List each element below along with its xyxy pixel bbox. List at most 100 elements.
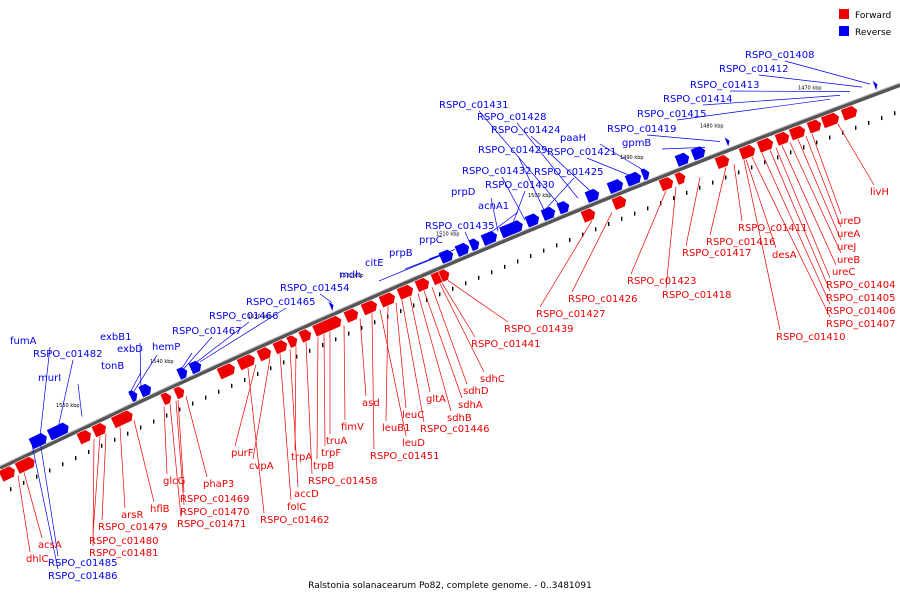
reverse-gene-arrow[interactable] <box>523 212 542 229</box>
scale-minor-tick <box>36 474 38 479</box>
forward-gene-arrow[interactable] <box>755 136 775 154</box>
scale-minor-tick <box>790 150 792 155</box>
forward-gene-label: RSPO_c01469 <box>180 494 250 505</box>
scale-minor-tick <box>114 437 116 442</box>
reverse-gene-arrow[interactable] <box>871 79 880 93</box>
forward-leader-line <box>431 287 468 385</box>
reverse-gene-label: prpD <box>451 187 476 198</box>
scale-minor-tick <box>127 431 129 436</box>
forward-gene-arrow[interactable] <box>657 175 675 192</box>
scale-minor-tick <box>829 135 831 140</box>
reverse-gene-arrow[interactable] <box>187 359 204 376</box>
reverse-leader-line <box>516 122 579 199</box>
forward-gene-label: RSPO_c01480 <box>89 536 159 547</box>
forward-gene-label: accD <box>294 489 319 500</box>
forward-gene-arrow[interactable] <box>773 130 791 147</box>
forward-gene-label: RSPO_c01470 <box>180 507 250 518</box>
forward-gene-label: RSPO_c01481 <box>89 548 159 559</box>
reverse-gene-arrow[interactable] <box>623 170 643 188</box>
forward-gene-arrow[interactable] <box>0 464 18 483</box>
reverse-gene-arrow[interactable] <box>46 421 71 442</box>
forward-gene-arrow[interactable] <box>579 207 597 224</box>
forward-gene-label: sdhA <box>458 400 483 411</box>
reverse-gene-label: paaH <box>560 133 586 144</box>
scale-minor-tick <box>400 309 402 314</box>
forward-gene-arrow[interactable] <box>75 428 94 446</box>
forward-gene-arrow[interactable] <box>820 111 841 129</box>
forward-gene-arrow[interactable] <box>437 267 452 283</box>
forward-leader-line <box>163 406 168 475</box>
scale-minor-tick <box>88 449 90 454</box>
forward-leader-line <box>23 472 43 539</box>
reverse-gene-arrow[interactable] <box>327 299 336 313</box>
forward-gene-arrow[interactable] <box>271 338 290 355</box>
reverse-gene-arrow[interactable] <box>689 145 707 162</box>
reverse-gene-label: RSPO_c01428 <box>477 112 547 123</box>
scale-minor-tick <box>751 165 753 170</box>
reverse-gene-arrow[interactable] <box>639 167 652 182</box>
forward-gene-arrow[interactable] <box>805 118 823 135</box>
forward-gene-arrow[interactable] <box>787 124 807 142</box>
reverse-leader-line <box>490 197 499 232</box>
forward-gene-arrow[interactable] <box>377 291 397 309</box>
scale-minor-tick <box>296 354 298 359</box>
forward-gene-arrow[interactable] <box>737 143 757 161</box>
forward-gene-arrow[interactable] <box>172 385 187 400</box>
reverse-gene-arrow[interactable] <box>673 151 691 168</box>
forward-gene-arrow[interactable] <box>610 194 628 211</box>
scale-minor-tick <box>686 190 688 195</box>
reverse-gene-arrow[interactable] <box>437 248 456 265</box>
forward-gene-arrow[interactable] <box>359 298 379 317</box>
forward-leader-line <box>709 167 727 236</box>
reverse-leader-line <box>511 190 526 226</box>
scale-minor-tick <box>140 425 142 430</box>
forward-gene-arrow[interactable] <box>713 153 731 170</box>
reverse-gene-arrow[interactable] <box>555 199 572 216</box>
forward-gene-arrow[interactable] <box>413 276 432 293</box>
forward-leader-line <box>797 139 842 241</box>
forward-gene-arrow[interactable] <box>90 421 109 439</box>
forward-leader-line <box>775 147 831 279</box>
forward-gene-arrow[interactable] <box>235 352 257 372</box>
reverse-gene-arrow[interactable] <box>137 382 154 399</box>
forward-gene-arrow[interactable] <box>255 345 274 363</box>
reverse-gene-arrow[interactable] <box>723 135 732 149</box>
reverse-gene-arrow[interactable] <box>453 241 472 258</box>
forward-leader-line <box>385 306 389 422</box>
forward-gene-label: ureA <box>837 229 860 240</box>
forward-gene-arrow[interactable] <box>285 333 300 349</box>
reverse-leader-line <box>139 342 142 390</box>
forward-gene-arrow[interactable] <box>840 104 859 122</box>
reverse-gene-arrow[interactable] <box>467 237 482 252</box>
reverse-gene-label: RSPO_c01435 <box>425 221 495 232</box>
scale-tick-label: 1520 kbp <box>340 273 364 279</box>
scale-minor-tick <box>10 487 12 492</box>
scale-minor-tick <box>608 222 610 227</box>
forward-gene-label: sdhD <box>463 386 489 397</box>
forward-gene-arrow[interactable] <box>297 327 314 344</box>
forward-gene-label: RSPO_c01458 <box>308 476 378 487</box>
forward-gene-label: RSPO_c01417 <box>682 248 752 259</box>
forward-leader-line <box>316 336 319 460</box>
reverse-leader-line <box>57 359 74 429</box>
forward-gene-label: leuD <box>402 438 425 449</box>
forward-gene-label: RSPO_c01410 <box>776 332 846 343</box>
reverse-gene-arrow[interactable] <box>127 388 140 403</box>
forward-gene-arrow[interactable] <box>311 314 344 338</box>
reverse-gene-label: prpB <box>389 248 413 259</box>
reverse-gene-arrow[interactable] <box>583 187 601 204</box>
reverse-leader-line <box>586 157 633 177</box>
reverse-gene-arrow[interactable] <box>479 229 499 247</box>
forward-gene-arrow[interactable] <box>159 390 174 406</box>
reverse-gene-arrow[interactable] <box>605 177 625 195</box>
reverse-leader-line <box>517 155 546 212</box>
forward-leader-line <box>441 282 476 338</box>
reverse-gene-label: RSPO_c01431 <box>439 100 509 111</box>
forward-gene-arrow[interactable] <box>110 408 135 429</box>
forward-gene-arrow[interactable] <box>395 283 415 301</box>
forward-gene-arrow[interactable] <box>215 361 237 381</box>
reverse-gene-arrow[interactable] <box>175 365 190 381</box>
forward-gene-arrow[interactable] <box>673 170 688 186</box>
forward-gene-arrow[interactable] <box>13 455 37 475</box>
forward-gene-arrow[interactable] <box>342 307 361 324</box>
